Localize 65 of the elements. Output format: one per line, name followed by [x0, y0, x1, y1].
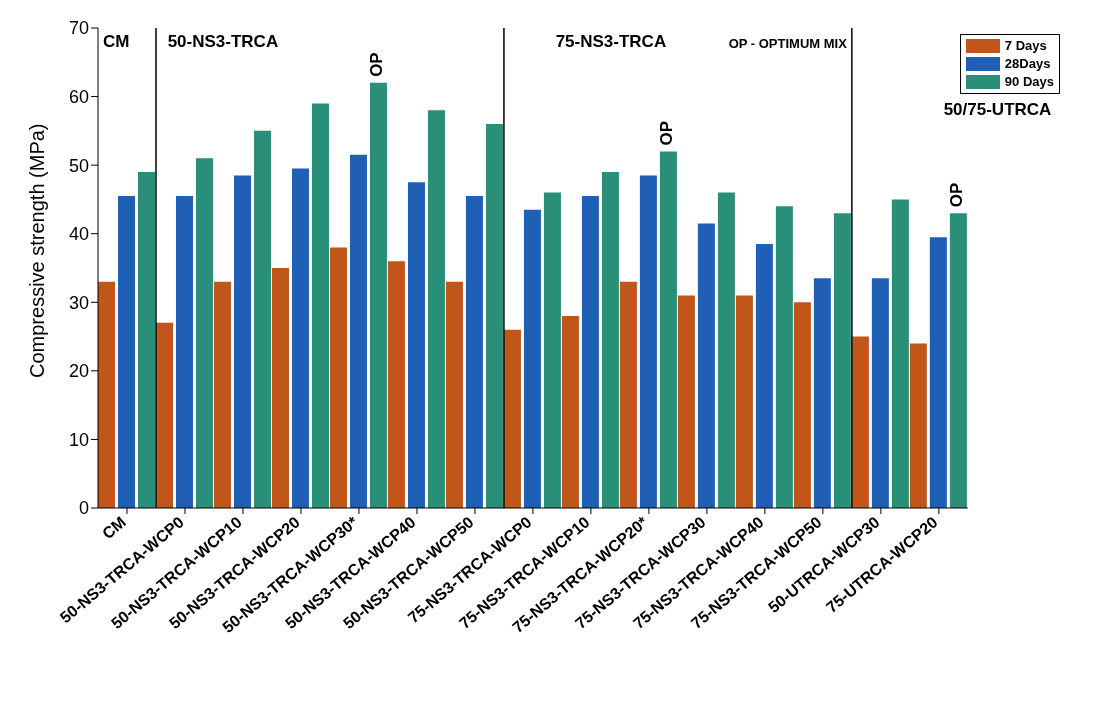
y-tick-label: 60 [68, 86, 89, 107]
bar [735, 295, 753, 508]
legend-label: 7 Days [1004, 37, 1047, 55]
bar [871, 278, 889, 508]
bar [369, 82, 387, 508]
annotation: OP [947, 182, 967, 208]
bar [98, 281, 115, 508]
bar [155, 322, 173, 508]
bar [619, 281, 637, 508]
bar [253, 130, 271, 508]
annotation: OP [657, 120, 677, 146]
bar [659, 151, 677, 508]
annotation: 50/75-UTRCA [943, 100, 1052, 120]
y-tick-label: 30 [68, 292, 89, 313]
bar [793, 302, 811, 508]
bar [387, 261, 405, 508]
bar [929, 237, 947, 508]
bar [755, 244, 773, 508]
bar [543, 192, 561, 508]
bar [311, 103, 329, 508]
bar [523, 209, 541, 508]
bar [485, 124, 503, 508]
bar [891, 199, 909, 508]
bar [909, 343, 927, 508]
bar [561, 316, 579, 508]
bar [271, 268, 289, 508]
legend-label: 28Days [1004, 55, 1051, 73]
annotation: 50-NS3-TRCA [167, 32, 279, 52]
bar [833, 213, 851, 508]
bar [445, 281, 463, 508]
bar [349, 154, 367, 508]
bar [601, 172, 619, 508]
bar [213, 281, 231, 508]
annotation: 75-NS3-TRCA [555, 32, 667, 52]
bar [775, 206, 793, 508]
bar [407, 182, 425, 508]
y-tick-label: 10 [68, 429, 89, 450]
y-tick-label: 0 [78, 498, 89, 519]
bar [639, 175, 657, 508]
y-tick-label: 40 [68, 224, 89, 245]
bar [118, 196, 135, 508]
y-tick-label: 20 [68, 361, 89, 382]
bar [195, 158, 213, 508]
annotation: CM [103, 32, 130, 52]
bar [949, 213, 967, 508]
bar [503, 329, 521, 508]
bar [677, 295, 695, 508]
y-tick-label: 70 [68, 18, 89, 39]
y-axis-title: Compressive strength (MPa) [26, 123, 49, 378]
bar [329, 247, 347, 508]
bar [138, 172, 155, 508]
bar [717, 192, 735, 508]
bar [427, 110, 445, 508]
bar [851, 336, 869, 508]
bar [233, 175, 251, 508]
bar [175, 196, 193, 508]
bar [813, 278, 831, 508]
bar [581, 196, 599, 508]
bar [697, 223, 715, 508]
annotation: OP [367, 52, 387, 77]
annotation: OP - OPTIMUM MIX [728, 36, 847, 51]
bar [291, 168, 309, 508]
y-tick-label: 50 [68, 155, 89, 176]
bar [465, 196, 483, 508]
legend-label: 90 Days [1004, 73, 1054, 91]
